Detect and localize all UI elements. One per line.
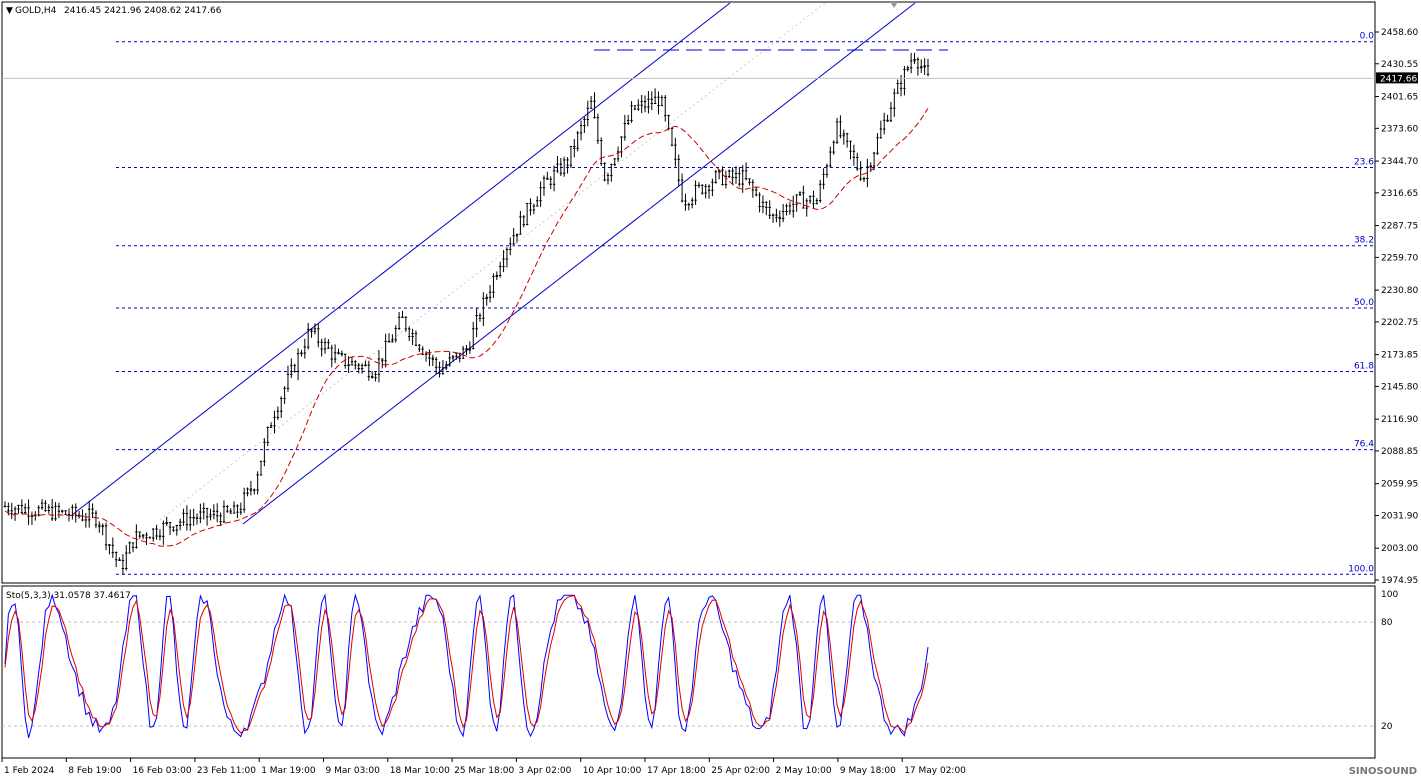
current-price-text: 2417.66 <box>1380 74 1417 84</box>
time-tick-label: 9 May 18:00 <box>840 766 896 776</box>
time-tick-label: 8 Feb 19:00 <box>68 766 122 776</box>
stoch-main-line <box>4 593 929 739</box>
fibonacci-retracement: 0.0 23.6 38.2 50.0 61.8 76.4 100.0 <box>116 32 1375 575</box>
fib-level-label: 23.6 <box>1354 158 1374 168</box>
period-separator-marker <box>890 2 898 8</box>
price-tick-label: 2287.75 <box>1381 222 1418 232</box>
fib-level-label: 50.0 <box>1354 298 1374 308</box>
price-tick-label: 2003.00 <box>1381 544 1418 554</box>
fib-level-label: 0.0 <box>1360 32 1375 42</box>
time-tick-label: 10 Apr 10:00 <box>583 766 642 776</box>
time-tick-label: 16 Feb 03:00 <box>133 766 192 776</box>
price-tick-label: 2458.60 <box>1381 28 1418 38</box>
time-tick-label: 25 Mar 18:00 <box>454 766 514 776</box>
price-tick-label: 2230.80 <box>1381 286 1418 296</box>
price-tick-label: 2059.95 <box>1381 480 1418 490</box>
stoch-tick-label: 100 <box>1381 590 1398 600</box>
time-tick-label: 9 Mar 03:00 <box>326 766 381 776</box>
stoch-axis: 100 80 20 <box>1381 590 1398 732</box>
time-tick-label: 17 May 02:00 <box>904 766 966 776</box>
price-tick-label: 2088.85 <box>1381 447 1418 457</box>
channel-mid-line <box>159 2 826 521</box>
ohlc-values: 2416.45 2421.96 2408.62 2417.66 <box>64 6 222 16</box>
price-tick-label: 2430.55 <box>1381 60 1418 70</box>
channel-lower-line <box>242 2 916 525</box>
time-tick-label: 25 Apr 02:00 <box>711 766 770 776</box>
price-tick-label: 2316.65 <box>1381 189 1418 199</box>
price-tick-label: 2031.90 <box>1381 511 1418 521</box>
chart-header: ▼ GOLD,H4 2416.45 2421.96 2408.62 2417.6… <box>6 6 222 16</box>
time-tick-label: 3 Apr 02:00 <box>518 766 571 776</box>
time-tick-label: 2 May 10:00 <box>776 766 832 776</box>
stoch-tick-label: 80 <box>1381 618 1393 628</box>
watermark-logo: SINOSOUND <box>1348 766 1417 777</box>
stoch-tick-label: 20 <box>1381 722 1393 732</box>
channel-upper-line <box>71 2 731 516</box>
fib-level-label: 61.8 <box>1354 361 1374 371</box>
price-pane: 0.0 23.6 38.2 50.0 61.8 76.4 100.0 2458.60 2430… <box>1 1 1418 586</box>
time-tick-label: 18 Mar 10:00 <box>390 766 450 776</box>
fib-level-label: 76.4 <box>1354 440 1374 450</box>
candlestick-series <box>3 52 930 575</box>
price-tick-label: 2401.65 <box>1381 93 1418 103</box>
stoch-signal-line <box>4 595 929 734</box>
time-tick-label: 1 Feb 2024 <box>4 766 55 776</box>
price-channel <box>71 2 916 525</box>
time-tick-label: 17 Apr 18:00 <box>647 766 706 776</box>
symbol-label: GOLD,H4 <box>15 6 57 16</box>
current-price-label: 2417.66 <box>1376 72 1418 84</box>
price-tick-label: 2259.70 <box>1381 253 1418 263</box>
time-tick-label: 1 Mar 19:00 <box>261 766 316 776</box>
symbol-arrow-icon[interactable]: ▼ <box>6 6 13 16</box>
price-tick-label: 2202.75 <box>1381 318 1418 328</box>
price-tick-label: 1974.95 <box>1381 576 1418 586</box>
price-tick-label: 2344.70 <box>1381 157 1418 167</box>
stochastic-pane: Sto(5,3,3) 31.0578 37.4617 100 80 20 <box>1 585 1398 759</box>
time-axis: 1 Feb 2024 8 Feb 19:00 16 Feb 03:00 23 Feb … <box>1 758 966 776</box>
price-axis: 2458.60 2430.55 2401.65 2373.60 2344.70 2316.… <box>1375 28 1418 586</box>
moving-average-line <box>4 108 929 547</box>
price-tick-label: 2145.80 <box>1381 382 1418 392</box>
fib-level-label: 38.2 <box>1354 236 1374 246</box>
price-tick-label: 2116.90 <box>1381 415 1418 425</box>
price-tick-label: 2173.85 <box>1381 351 1418 361</box>
time-tick-label: 23 Feb 11:00 <box>197 766 256 776</box>
fib-level-label: 100.0 <box>1348 564 1374 574</box>
price-tick-label: 2373.60 <box>1381 124 1418 134</box>
stoch-header: Sto(5,3,3) 31.0578 37.4617 <box>6 591 131 601</box>
